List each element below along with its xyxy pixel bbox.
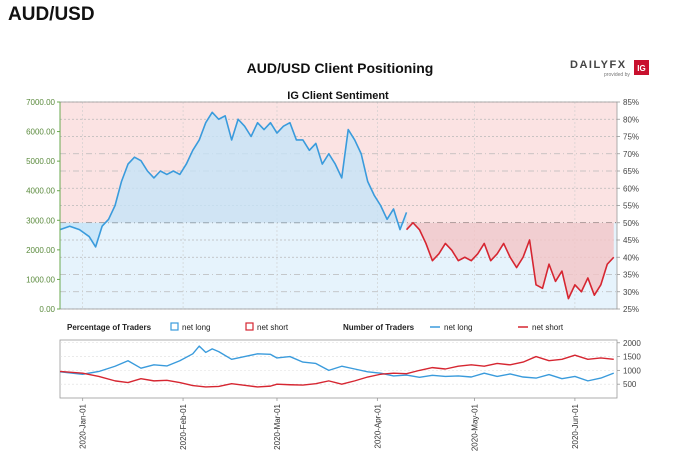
lower-tick-label: 1000: [623, 366, 641, 375]
pct-tick-label: 65%: [623, 167, 639, 176]
lower-frame: [59, 339, 618, 399]
x-tick-label: 2020-Mar-01: [273, 403, 282, 449]
x-tick-label: 2020-Feb-01: [179, 403, 188, 449]
legend-num-label: Number of Traders: [343, 323, 415, 332]
price-tick-label: 3000.00: [26, 216, 55, 225]
chart-subtitle: IG Client Sentiment: [287, 90, 389, 102]
pct-tick-label: 70%: [623, 150, 639, 159]
brand-sub: provided by: [604, 72, 630, 78]
lower-series-line-0: [59, 345, 615, 382]
legend-num-short: net short: [532, 323, 564, 332]
price-tick-label: 5000.00: [26, 157, 55, 166]
lower-tick-label: 1500: [623, 353, 641, 362]
series-line-1: [405, 221, 615, 300]
pct-tick-label: 60%: [623, 184, 639, 193]
legend-num-long: net long: [444, 323, 472, 332]
lower-tick-label: 500: [623, 380, 637, 389]
x-tick-label: 2020-May-01: [471, 403, 480, 451]
page-title: AUD/USD: [8, 4, 95, 25]
pct-tick-label: 50%: [623, 219, 639, 228]
pct-tick-label: 55%: [623, 202, 639, 211]
x-tick-label: 2020-Jan-01: [79, 403, 88, 448]
legend-pct-long-swatch: [170, 322, 179, 331]
price-tick-label: 1000.00: [26, 275, 55, 284]
brand-logo-icon: [634, 60, 649, 75]
pct-tick-label: 35%: [623, 271, 639, 280]
series-area-1: [406, 222, 614, 299]
brand-badge: IG: [637, 64, 645, 73]
lower-series-line-1: [59, 354, 614, 388]
legend-pct-short: net short: [257, 323, 289, 332]
pct-tick-label: 25%: [623, 305, 639, 314]
pct-tick-label: 30%: [623, 288, 639, 297]
legend-pct-short-swatch: [245, 322, 254, 331]
pct-tick-label: 45%: [623, 236, 639, 245]
price-tick-label: 2000.00: [26, 246, 55, 255]
chart-title: AUD/USD Client Positioning: [247, 60, 434, 76]
price-tick-label: 6000.00: [26, 128, 55, 137]
x-tick-label: 2020-Apr-01: [373, 403, 382, 448]
pct-tick-label: 80%: [623, 115, 639, 124]
legend-pct-long: net long: [182, 323, 210, 332]
series-area-0: [60, 112, 407, 247]
series-line-0: [59, 111, 408, 248]
price-tick-label: 0.00: [39, 305, 55, 314]
x-tick-label: 2020-Jun-01: [571, 403, 580, 448]
legend-pct-label: Percentage of Traders: [67, 323, 152, 332]
price-tick-label: 7000.00: [26, 98, 55, 107]
lower-tick-label: 2000: [623, 339, 641, 348]
pct-tick-label: 75%: [623, 133, 639, 142]
price-tick-label: 4000.00: [26, 187, 55, 196]
pct-tick-label: 85%: [623, 98, 639, 107]
brand-name: DAILYFX: [570, 59, 627, 71]
pct-tick-label: 40%: [623, 253, 639, 262]
